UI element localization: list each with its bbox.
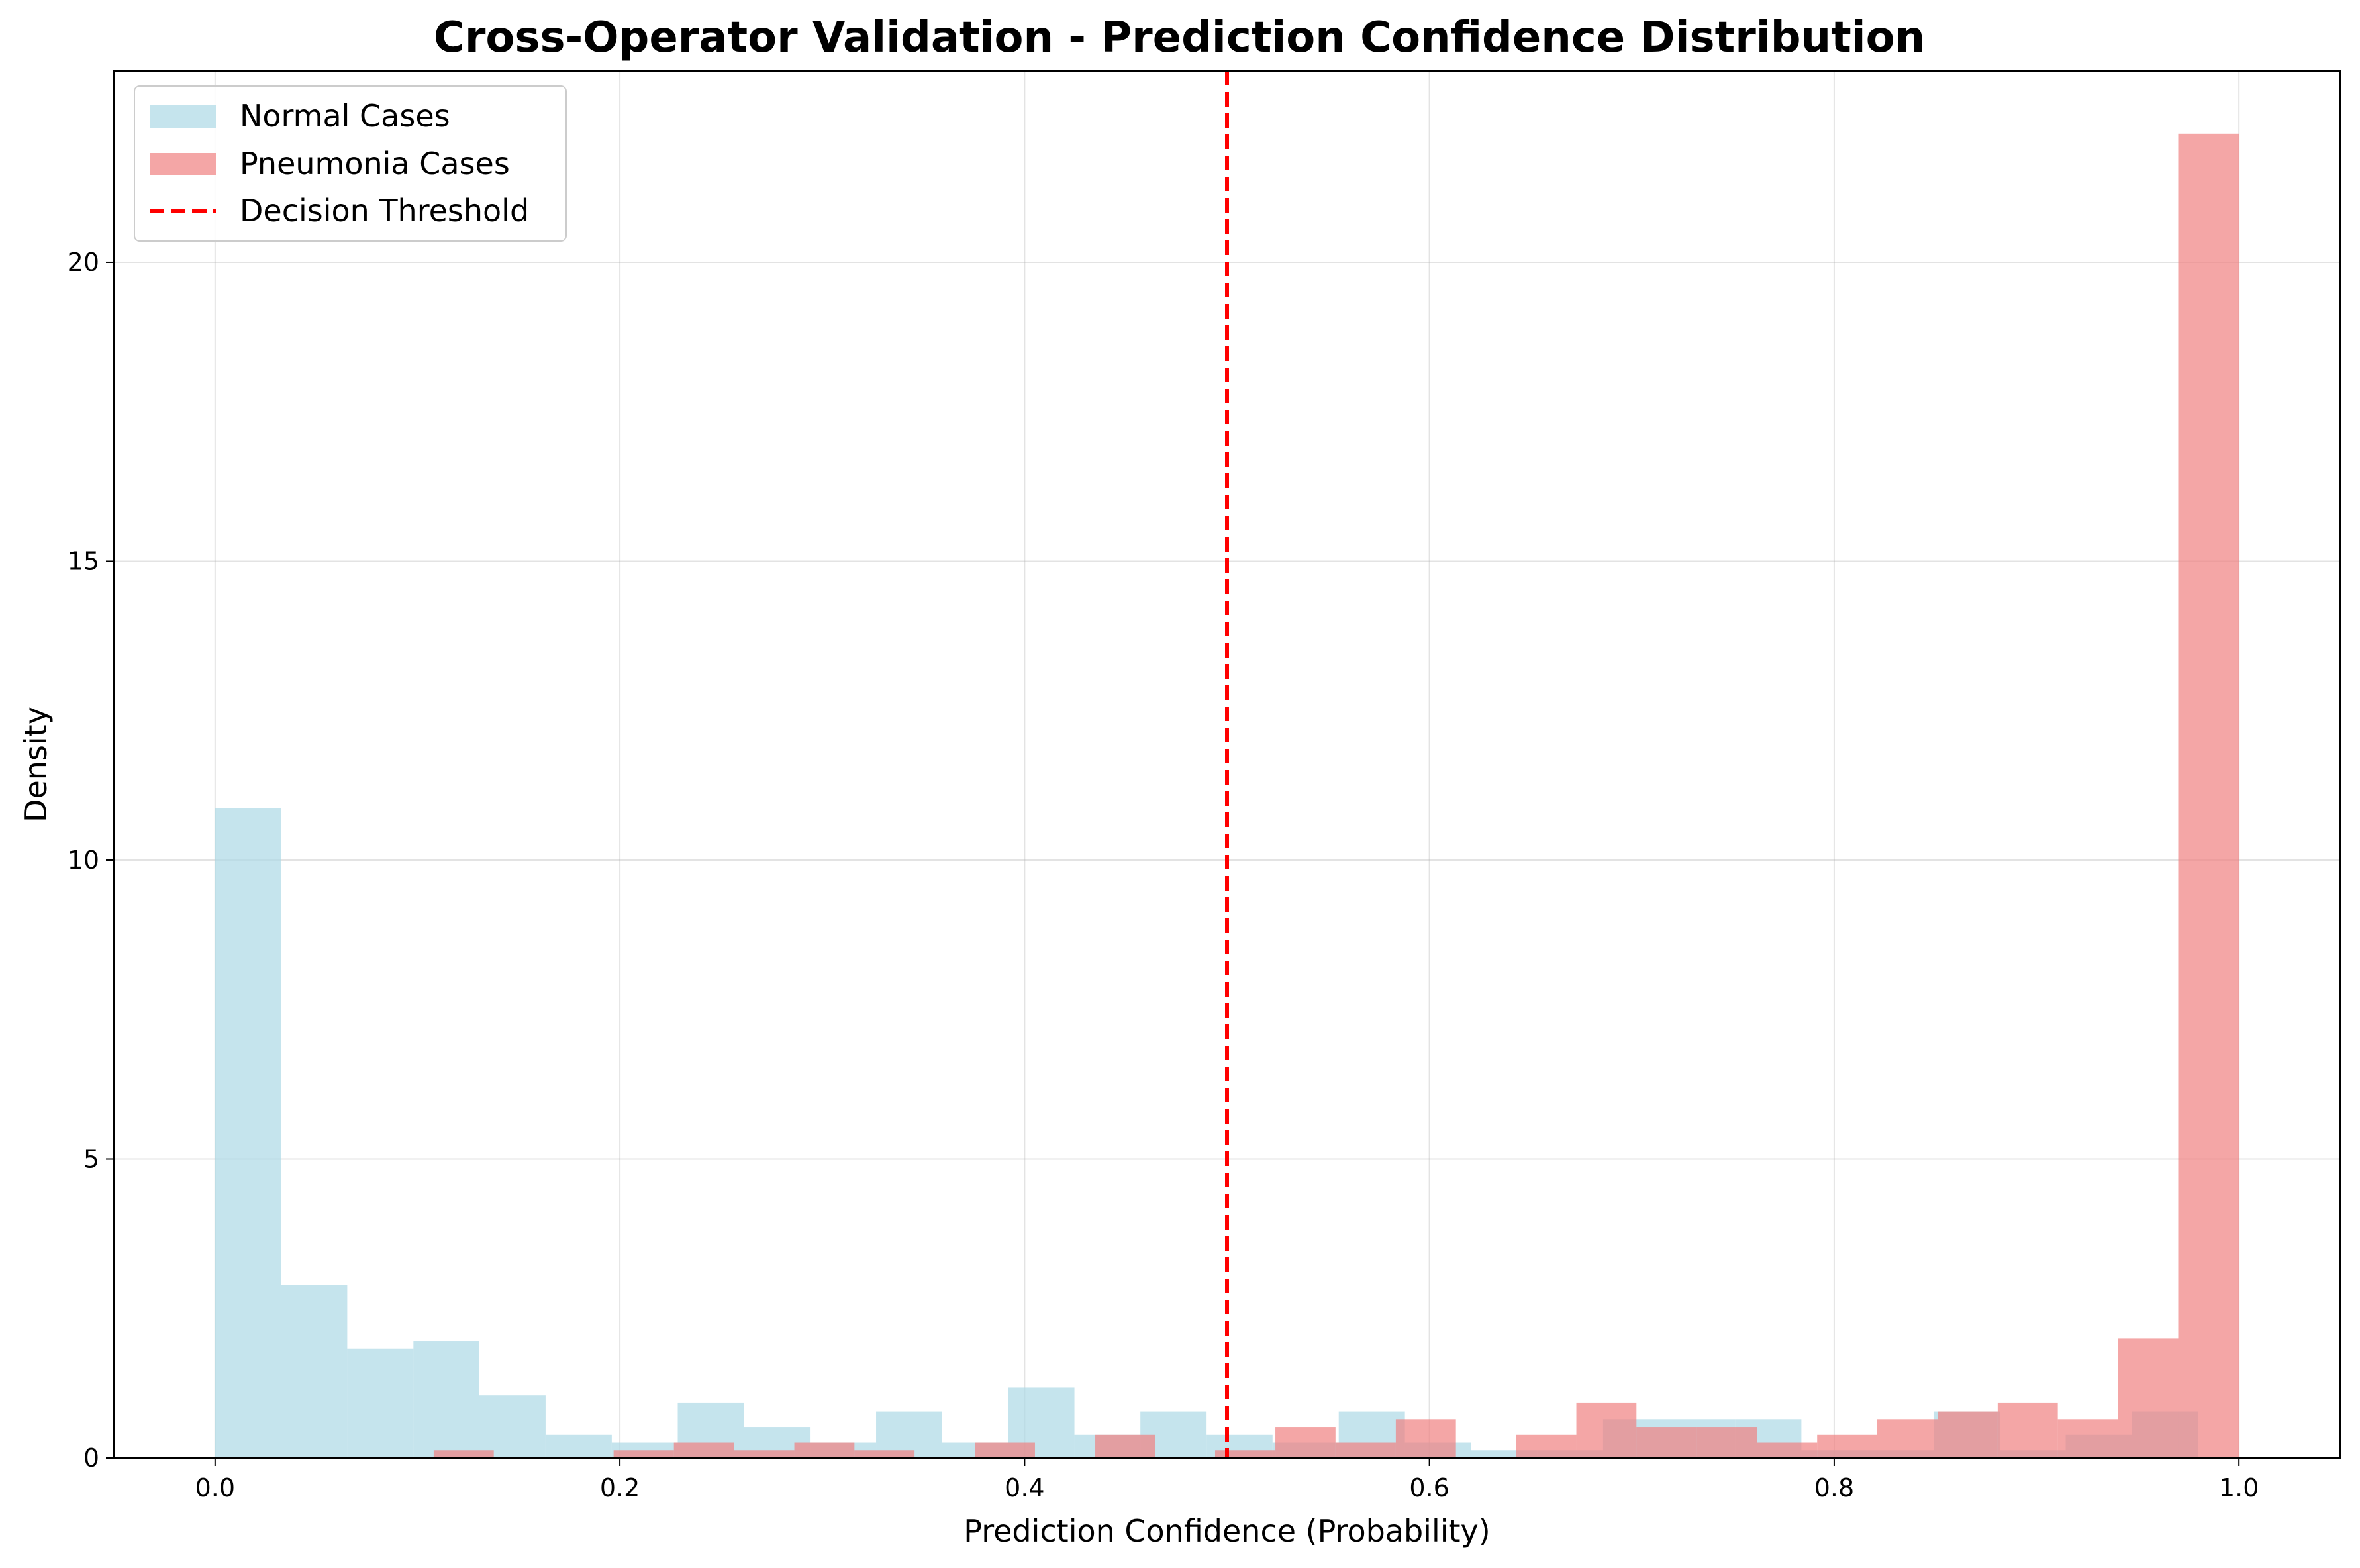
chart-title: Cross-Operator Validation - Prediction C… bbox=[434, 13, 1925, 62]
x-axis-label: Prediction Confidence (Probability) bbox=[963, 1513, 1490, 1549]
legend-label-threshold: Decision Threshold bbox=[240, 193, 529, 228]
bar-pneumonia bbox=[1636, 1427, 1697, 1458]
x-tick-label: 0.8 bbox=[1814, 1473, 1854, 1502]
bar-pneumonia bbox=[854, 1450, 915, 1458]
bar-normal bbox=[413, 1341, 479, 1458]
bar-pneumonia bbox=[1395, 1419, 1456, 1458]
legend: Normal Cases Pneumonia Cases Decision Th… bbox=[134, 85, 567, 242]
bar-normal bbox=[545, 1434, 612, 1458]
plot-frame bbox=[113, 70, 2341, 1459]
bar-pneumonia bbox=[975, 1442, 1035, 1458]
y-tick-label: 5 bbox=[83, 1144, 99, 1173]
bar-pneumonia bbox=[673, 1442, 734, 1458]
legend-box bbox=[134, 85, 567, 242]
y-tick-label: 20 bbox=[68, 248, 99, 277]
x-tick-label: 1.0 bbox=[2219, 1473, 2259, 1502]
y-tick-label: 15 bbox=[68, 546, 99, 575]
y-tick-label: 0 bbox=[83, 1444, 99, 1473]
bar-normal bbox=[1471, 1450, 1538, 1458]
x-tick-label: 0.4 bbox=[1005, 1473, 1044, 1502]
bar-pneumonia bbox=[1095, 1434, 1155, 1458]
bar-pneumonia bbox=[2178, 133, 2239, 1459]
bar-normal bbox=[479, 1395, 546, 1458]
bar-pneumonia bbox=[1997, 1402, 2058, 1458]
bar-pneumonia bbox=[433, 1450, 494, 1458]
bar-pneumonia bbox=[1817, 1434, 1878, 1458]
legend-label-pneumonia: Pneumonia Cases bbox=[240, 146, 510, 181]
bar-pneumonia bbox=[1335, 1442, 1396, 1458]
y-tick-label: 10 bbox=[68, 846, 99, 875]
bar-pneumonia bbox=[2118, 1338, 2179, 1458]
x-tick-label: 0.0 bbox=[195, 1473, 235, 1502]
bar-normal bbox=[281, 1285, 348, 1458]
x-tick-label: 0.2 bbox=[600, 1473, 640, 1502]
x-tick-label: 0.6 bbox=[1409, 1473, 1449, 1502]
legend-swatch-pneumonia bbox=[150, 153, 216, 175]
bar-normal bbox=[347, 1348, 414, 1458]
bar-pneumonia bbox=[794, 1442, 855, 1458]
bar-pneumonia bbox=[1576, 1402, 1637, 1458]
bar-pneumonia bbox=[1214, 1450, 1276, 1458]
bar-pneumonia bbox=[1877, 1419, 1938, 1458]
bars bbox=[215, 133, 2239, 1459]
bar-pneumonia bbox=[613, 1450, 674, 1458]
y-axis-label: Density bbox=[18, 707, 54, 822]
bar-pneumonia bbox=[1757, 1442, 1818, 1458]
legend-swatch-normal bbox=[150, 105, 216, 128]
bar-pneumonia bbox=[734, 1450, 795, 1458]
ticks: 0.0 0.2 0.4 0.6 0.8 1.0 0 5 10 15 20 bbox=[68, 248, 2259, 1502]
bar-pneumonia bbox=[1938, 1411, 1998, 1458]
bar-normal bbox=[215, 808, 281, 1458]
legend-label-normal: Normal Cases bbox=[240, 98, 450, 134]
bar-pneumonia bbox=[1696, 1427, 1757, 1458]
bar-pneumonia bbox=[1516, 1434, 1577, 1458]
bar-pneumonia bbox=[1275, 1427, 1336, 1458]
bar-pneumonia bbox=[2057, 1419, 2118, 1458]
